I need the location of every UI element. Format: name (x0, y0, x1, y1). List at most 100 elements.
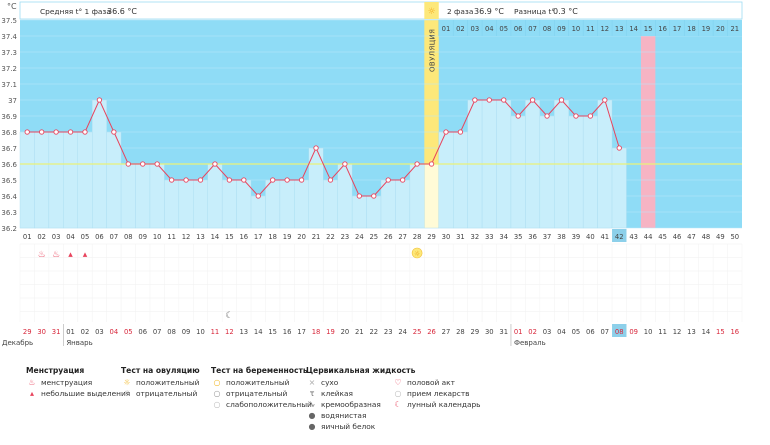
cycle-day-label: 38 (557, 233, 566, 241)
pregnancy-positive-icon: ○ (213, 378, 221, 387)
legend-other: ♡ половой акт ○ прием лекарств ☾ лунный кал… (392, 377, 480, 410)
y-tick-label: 36.2 (1, 225, 17, 233)
cycle-day-label: 25 (369, 233, 378, 241)
date-label: 10 (196, 328, 205, 336)
temperature-bar (323, 179, 338, 229)
cycle-day-label: 28 (413, 233, 422, 241)
date-label: 21 (355, 328, 364, 336)
temperature-point (284, 177, 290, 183)
phase2-value: 36.9 °C (474, 7, 504, 16)
temperature-point (342, 161, 348, 167)
legend-dry: сухо (321, 378, 339, 387)
cycle-day-label: 31 (456, 233, 465, 241)
y-tick-label: 36.4 (1, 193, 17, 201)
legend-ovulation-test: Тест на овуляцию ☼ положительный ☼ отрицат… (121, 366, 200, 399)
temperature-point (515, 113, 521, 119)
cycle-day-label: 07 (110, 233, 119, 241)
legend-pregnancy-weak: слабоположительный (226, 400, 312, 409)
temperature-point (255, 193, 261, 199)
legend-menstruation-item: менструация (41, 378, 93, 387)
cycle-day-label: 17 (254, 233, 263, 241)
phase2-day-label: 01 (442, 25, 451, 33)
sticky-icon: τ (309, 389, 315, 398)
date-label: 07 (153, 328, 162, 336)
diff-label: Разница t° (514, 7, 555, 16)
temperature-point (443, 129, 449, 135)
phase2-day-label: 17 (673, 25, 682, 33)
today-date-cell (612, 324, 627, 337)
cycle-day-label: 14 (211, 233, 220, 241)
legend-cervical-fluid: Цервикальная жидкость × сухо τ клейкая ∿ кр… (306, 366, 415, 432)
spotting-icon: ▴ (83, 250, 88, 260)
phase2-day-label: 12 (600, 25, 609, 33)
month-label: Декабрь (2, 339, 33, 347)
y-tick-label: 36.3 (1, 209, 17, 217)
cycle-day-label: 19 (283, 233, 292, 241)
date-label: 19 (326, 328, 335, 336)
phase2-day-label: 19 (702, 25, 711, 33)
temperature-bar (366, 195, 382, 229)
legend-eggwhite: яичный белок (321, 422, 376, 431)
date-label: 16 (283, 328, 292, 336)
phase2-day-label: 20 (716, 25, 725, 33)
temperature-bar (568, 115, 584, 229)
legend-menstruation: Менструация ♨ менструация ▴ небольшие выде… (26, 366, 130, 399)
temperature-point (472, 97, 478, 103)
date-label: 03 (543, 328, 552, 336)
date-label: 10 (644, 328, 653, 336)
date-label: 12 (225, 328, 234, 336)
y-tick-label: 36.8 (1, 129, 17, 137)
legend-pregnancy-test: Тест на беременность ○ положительный ○ отр… (211, 366, 312, 410)
date-label: 30 (37, 328, 46, 336)
cycle-day-label: 35 (514, 233, 523, 241)
temperature-bar (250, 195, 266, 229)
temperature-point (53, 129, 59, 135)
cycle-day-label: 50 (730, 233, 739, 241)
y-tick-label: 37.5 (1, 17, 17, 25)
cycle-day-label: 36 (528, 233, 537, 241)
temperature-point (241, 177, 247, 183)
legend-menstruation-title: Менструация (26, 366, 85, 375)
temperature-point (67, 129, 74, 135)
cycle-day-label: 01 (23, 233, 32, 241)
temperature-point (183, 177, 189, 183)
phase2-day-label: 16 (658, 25, 667, 33)
cycle-day-label: 30 (442, 233, 451, 241)
temperature-point (400, 177, 406, 183)
cycle-day-label: 27 (398, 233, 407, 241)
y-tick-label: 36.7 (1, 145, 17, 153)
temperature-point (544, 113, 550, 119)
temperature-bar (149, 163, 165, 229)
temperature-point (529, 97, 536, 103)
date-label: 31 (499, 328, 508, 336)
ovulation-test-positive-icon (411, 247, 423, 259)
temperature-bar (19, 131, 35, 229)
date-label: 04 (557, 328, 566, 336)
y-tick-label: 36.9 (1, 113, 17, 121)
temperature-point (82, 129, 88, 135)
date-label: 15 (716, 328, 725, 336)
cycle-day-label: 44 (644, 233, 653, 241)
temperature-point (39, 129, 45, 135)
cycle-day-label: 20 (297, 233, 306, 241)
cycle-day-label: 43 (629, 233, 638, 241)
date-label: 14 (254, 328, 263, 336)
menstruation-icon: ♨ (38, 250, 46, 260)
moon-icon: ☾ (394, 400, 402, 409)
cycle-day-label: 02 (37, 233, 46, 241)
temperature-bar (178, 179, 194, 229)
legend-creamy: кремообразная (321, 400, 381, 409)
diff-value: 0.3 °C (553, 7, 578, 16)
temperature-point (212, 161, 218, 167)
legend-sticky: клейкая (321, 389, 353, 398)
date-label: 29 (23, 328, 32, 336)
phase2-day-label: 08 (543, 25, 552, 33)
cycle-day-label: 06 (95, 233, 104, 241)
temperature-line (27, 98, 620, 197)
temperature-bar (63, 131, 78, 229)
legend-spotting-item: небольшие выделения (41, 389, 131, 398)
temperature-bar (221, 179, 237, 229)
phase2-day-label: 18 (687, 25, 696, 33)
legend-pregnancy-test-title: Тест на беременность (211, 366, 308, 375)
temperature-bar (77, 131, 93, 229)
